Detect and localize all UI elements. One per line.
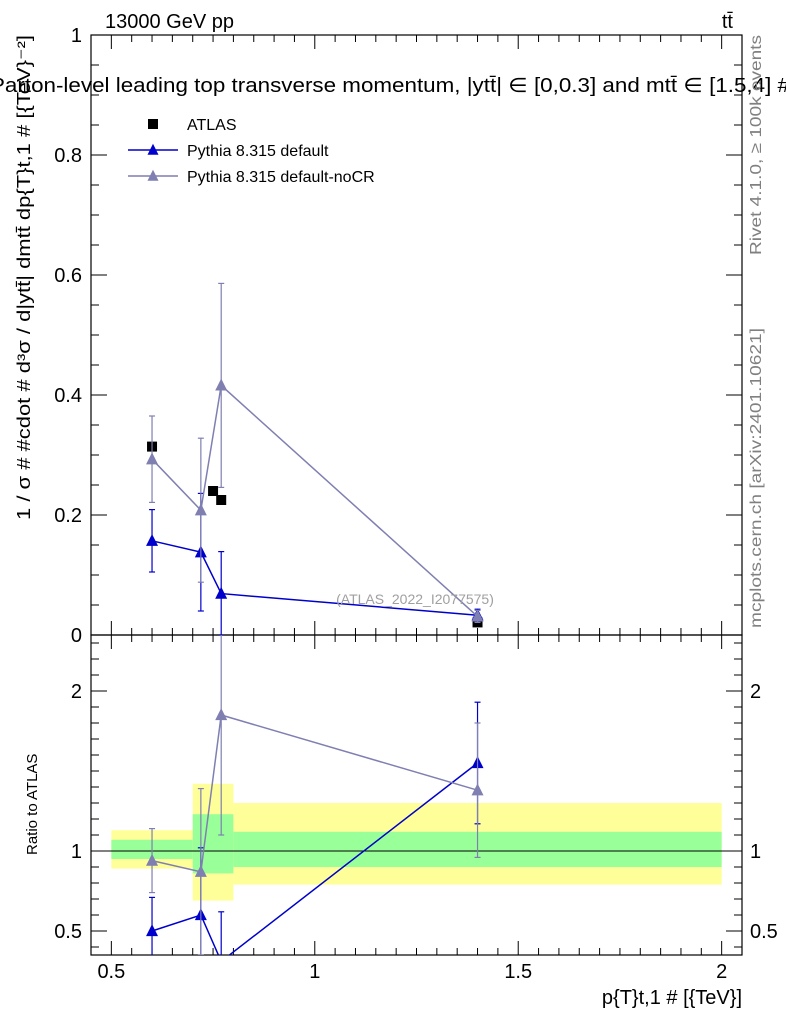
x-axis-label: p{T}t,1 # [{TeV}] (602, 987, 742, 1009)
main-y-tick-label-5: 1 (71, 25, 82, 47)
ratio-y-tick-label-0: 0.5 (54, 921, 82, 943)
mcplots-label: mcplots.cern.ch [arXiv:2401.10621] (748, 328, 765, 628)
main-y-tick-label-4: 0.8 (54, 145, 82, 167)
axis-tick-labels: 0.5 1 1.5 2 0 0.2 0.4 0.6 0.8 1 0.5 0.5 1 1 2 2 (54, 25, 778, 983)
nocr-ratio-point-2 (215, 708, 228, 721)
nocr-main-point-1 (194, 503, 207, 516)
nocr-ratio-line (151, 714, 478, 873)
ratio-y-tick-label-right-0: 0.5 (750, 921, 778, 943)
energy-label: 13000 GeV pp (105, 11, 234, 33)
ratio-y-tick-label-1: 1 (71, 841, 82, 863)
plot-title: Parton-level leading top transverse mome… (0, 75, 786, 97)
ratio-y-axis-label: Ratio to ATLAS (24, 754, 41, 855)
legend-marker-2 (147, 169, 159, 181)
nocr-ratio-point-0 (146, 853, 159, 866)
default-main-line (151, 540, 478, 616)
default-main-point-0 (146, 533, 159, 546)
atlas-point-1 (208, 486, 219, 496)
legend-marker-atlas (148, 119, 158, 129)
legend-label-0: ATLAS (187, 117, 237, 134)
process-label: tt̄ (722, 11, 734, 33)
axis-ticks (90, 34, 743, 955)
x-tick-label-1: 1 (309, 961, 320, 983)
ratio-y-tick-label-right-1: 1 (750, 841, 761, 863)
x-tick-label-3: 2 (716, 961, 727, 983)
legend: ATLAS Pythia 8.315 default Pythia 8.315 de… (128, 117, 375, 186)
nocr-main-line (151, 383, 479, 617)
ratio-y-tick-label-right-2: 2 (750, 681, 761, 703)
legend-label-1: Pythia 8.315 default (187, 143, 329, 160)
nocr-ratio-point-1 (194, 864, 207, 877)
ratio-band-inner-1 (192, 814, 234, 874)
legend-label-2: Pythia 8.315 default-noCR (187, 169, 375, 186)
default-ratio-line (151, 762, 478, 955)
ratio-plot-frame (90, 634, 743, 956)
main-y-axis-label: 1 / σ # #cdot # d³σ / d|ytt̄| dmtt̄ dp{T… (14, 35, 34, 520)
ratio-y-tick-label-2: 2 (71, 681, 82, 703)
main-y-tick-label-3: 0.6 (54, 265, 82, 287)
ratio-plot-series (146, 635, 484, 955)
main-y-tick-label-0: 0 (71, 625, 82, 647)
ratio-uncertainty-bands (111, 783, 722, 901)
main-y-tick-label-2: 0.4 (54, 385, 82, 407)
default-ratio-point-2 (220, 954, 222, 955)
rivet-version-label: Rivet 4.1.0, ≥ 100k events (748, 35, 765, 255)
nocr-main-point-2 (215, 378, 228, 391)
main-plot-series (146, 282, 484, 635)
nocr-main-point-3 (471, 609, 484, 622)
atlas-point-2 (216, 495, 227, 505)
analysis-watermark: (ATLAS_2022_I2077575) (336, 591, 494, 607)
x-tick-label-2: 1.5 (504, 961, 532, 983)
x-tick-label-0: 0.5 (97, 961, 125, 983)
default-main-point-2 (215, 586, 228, 599)
nocr-main-point-0 (146, 452, 159, 465)
legend-marker-1 (147, 143, 159, 155)
main-y-tick-label-1: 0.2 (54, 505, 82, 527)
default-ratio-point-0 (146, 924, 159, 937)
nocr-ratio-point-3 (471, 783, 484, 796)
